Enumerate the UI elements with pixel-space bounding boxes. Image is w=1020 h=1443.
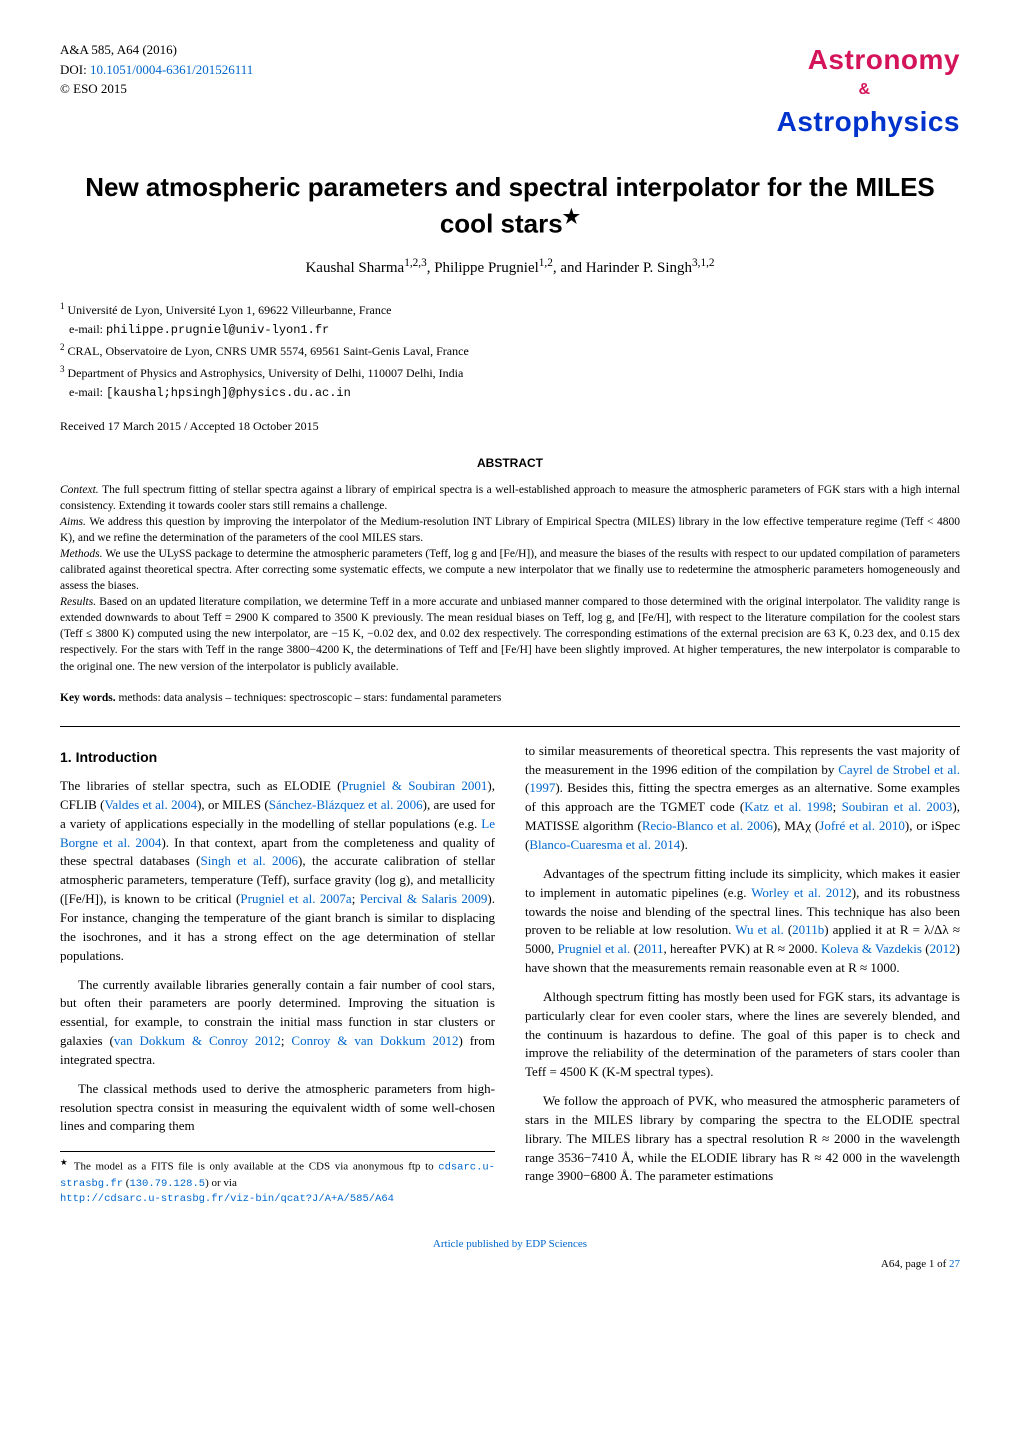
- logo-astronomy: Astronomy: [777, 40, 960, 79]
- logo-astrophysics: Astrophysics: [777, 102, 960, 141]
- affil-3-text: Department of Physics and Astrophysics, …: [68, 366, 464, 380]
- cite-cayrel-year[interactable]: 1997: [529, 780, 555, 795]
- journal-ref: A&A 585, A64 (2016): [60, 40, 253, 60]
- author-3-affil: 3,1,2: [692, 257, 715, 269]
- cite-valdes-2004[interactable]: Valdes et al. 2004: [104, 797, 197, 812]
- title-star: ★: [563, 206, 580, 228]
- author-2: , Philippe Prugniel: [427, 260, 539, 276]
- affil-1-num: 1: [60, 301, 65, 311]
- journal-logo: Astronomy & Astrophysics: [777, 40, 960, 141]
- cite-wu[interactable]: Wu et al.: [735, 922, 784, 937]
- page-num-text: A64, page 1 of: [881, 1258, 949, 1270]
- section-1-heading: 1. Introduction: [60, 747, 495, 767]
- footnote-star: ★: [60, 1158, 69, 1167]
- logo-ampersand: &: [858, 81, 870, 98]
- affil-2: 2 CRAL, Observatoire de Lyon, CNRS UMR 5…: [60, 340, 960, 361]
- cite-recio-2006[interactable]: Recio-Blanco et al. 2006: [642, 818, 773, 833]
- doi-link[interactable]: 10.1051/0004-6361/201526111: [90, 62, 253, 77]
- cite-percival-2009[interactable]: Percival & Salaris 2009: [360, 891, 488, 906]
- copyright: © ESO 2015: [60, 79, 253, 99]
- cite-worley-2012[interactable]: Worley et al. 2012: [751, 885, 852, 900]
- footnote-link-2[interactable]: 130.79.128.5: [129, 1178, 205, 1190]
- cite-wu-year[interactable]: 2011b: [792, 922, 824, 937]
- aims-text: We address this question by improving th…: [60, 516, 960, 544]
- affiliations: 1 Université de Lyon, Université Lyon 1,…: [60, 299, 960, 403]
- affil-1-email-label: e-mail:: [69, 322, 106, 336]
- publisher-link[interactable]: Article published by EDP Sciences: [433, 1238, 587, 1250]
- cite-singh-2006[interactable]: Singh et al. 2006: [200, 853, 298, 868]
- footnote-link-3[interactable]: http://cdsarc.u-strasbg.fr/viz-bin/qcat?…: [60, 1193, 394, 1205]
- authors: Kaushal Sharma1,2,3, Philippe Prugniel1,…: [60, 256, 960, 279]
- cite-prugniel-2007a[interactable]: Prugniel et al. 2007a: [240, 891, 351, 906]
- affil-1-text: Université de Lyon, Université Lyon 1, 6…: [68, 303, 392, 317]
- cite-katz-1998[interactable]: Katz et al. 1998: [744, 799, 832, 814]
- footnote: ★ The model as a FITS file is only avail…: [60, 1151, 495, 1207]
- footnote-text-1: The model as a FITS file is only availab…: [69, 1161, 438, 1173]
- dates: Received 17 March 2015 / Accepted 18 Oct…: [60, 418, 960, 435]
- cite-conroy-2012[interactable]: Conroy & van Dokkum 2012: [291, 1033, 458, 1048]
- results-text: Based on an updated literature compilati…: [60, 596, 960, 672]
- affil-3-email-label: e-mail:: [69, 385, 106, 399]
- keywords-line: Key words. methods: data analysis – tech…: [60, 690, 960, 706]
- title-text: New atmospheric parameters and spectral …: [85, 172, 935, 238]
- affil-3-num: 3: [60, 364, 65, 374]
- methods-text: We use the ULySS package to determine th…: [60, 548, 960, 592]
- author-2-affil: 1,2: [539, 257, 553, 269]
- page-total[interactable]: 27: [949, 1258, 960, 1270]
- affil-1: 1 Université de Lyon, Université Lyon 1,…: [60, 299, 960, 340]
- context-text: The full spectrum fitting of stellar spe…: [60, 484, 960, 512]
- left-p2: The currently available libraries genera…: [60, 976, 495, 1070]
- cite-sanchez-2006[interactable]: Sánchez-Blázquez et al. 2006: [269, 797, 423, 812]
- affil-3-email[interactable]: [kaushal;hpsingh]@physics.du.ac.in: [106, 386, 351, 400]
- affil-2-num: 2: [60, 342, 65, 352]
- doi-line: DOI: 10.1051/0004-6361/201526111: [60, 60, 253, 80]
- left-p1: The libraries of stellar spectra, such a…: [60, 777, 495, 965]
- right-p4: We follow the approach of PVK, who measu…: [525, 1092, 960, 1186]
- affil-3: 3 Department of Physics and Astrophysics…: [60, 362, 960, 403]
- abstract: Context. The full spectrum fitting of st…: [60, 482, 960, 675]
- cite-prugniel-2011-year[interactable]: 2011: [638, 941, 664, 956]
- cite-koleva-2012-year[interactable]: 2012: [930, 941, 956, 956]
- right-column: to similar measurements of theoretical s…: [525, 742, 960, 1207]
- cite-jofre-2010[interactable]: Jofré et al. 2010: [819, 818, 905, 833]
- abstract-heading: ABSTRACT: [60, 455, 960, 472]
- author-1-affil: 1,2,3: [404, 257, 427, 269]
- header-row: A&A 585, A64 (2016) DOI: 10.1051/0004-63…: [60, 40, 960, 141]
- context-label: Context.: [60, 484, 102, 496]
- methods-label: Methods.: [60, 548, 105, 560]
- cite-prugniel-2011[interactable]: Prugniel et al.: [558, 941, 631, 956]
- right-p2: Advantages of the spectrum fitting inclu…: [525, 865, 960, 978]
- doi-prefix: DOI:: [60, 62, 90, 77]
- journal-info: A&A 585, A64 (2016) DOI: 10.1051/0004-63…: [60, 40, 253, 99]
- body-columns: 1. Introduction The libraries of stellar…: [60, 742, 960, 1207]
- keywords-text: methods: data analysis – techniques: spe…: [118, 692, 501, 704]
- left-p3: The classical methods used to derive the…: [60, 1080, 495, 1137]
- left-column: 1. Introduction The libraries of stellar…: [60, 742, 495, 1207]
- cite-cayrel[interactable]: Cayrel de Strobel et al.: [838, 762, 960, 777]
- affil-2-text: CRAL, Observatoire de Lyon, CNRS UMR 557…: [68, 344, 469, 358]
- right-p1: to similar measurements of theoretical s…: [525, 742, 960, 855]
- cite-vandokkum-2012[interactable]: van Dokkum & Conroy 2012: [114, 1033, 281, 1048]
- affil-1-email[interactable]: philippe.prugniel@univ-lyon1.fr: [106, 323, 329, 337]
- right-p3: Although spectrum fitting has mostly bee…: [525, 988, 960, 1082]
- section-rule: [60, 726, 960, 727]
- cite-blanco-2014[interactable]: Blanco-Cuaresma et al. 2014: [529, 837, 680, 852]
- cite-koleva-2012[interactable]: Koleva & Vazdekis: [821, 941, 922, 956]
- results-label: Results.: [60, 596, 99, 608]
- author-1: Kaushal Sharma: [305, 260, 404, 276]
- keywords-label: Key words.: [60, 692, 118, 704]
- paper-title: New atmospheric parameters and spectral …: [60, 171, 960, 241]
- cite-prugniel-2001[interactable]: Prugniel & Soubiran 2001: [342, 778, 488, 793]
- page-number: A64, page 1 of 27: [60, 1257, 960, 1272]
- author-3: , and Harinder P. Singh: [553, 260, 692, 276]
- footer: Article published by EDP Sciences: [60, 1237, 960, 1252]
- footnote-text-3: ) or via: [205, 1177, 237, 1189]
- aims-label: Aims.: [60, 516, 89, 528]
- cite-soubiran-2003[interactable]: Soubiran et al. 2003: [842, 799, 953, 814]
